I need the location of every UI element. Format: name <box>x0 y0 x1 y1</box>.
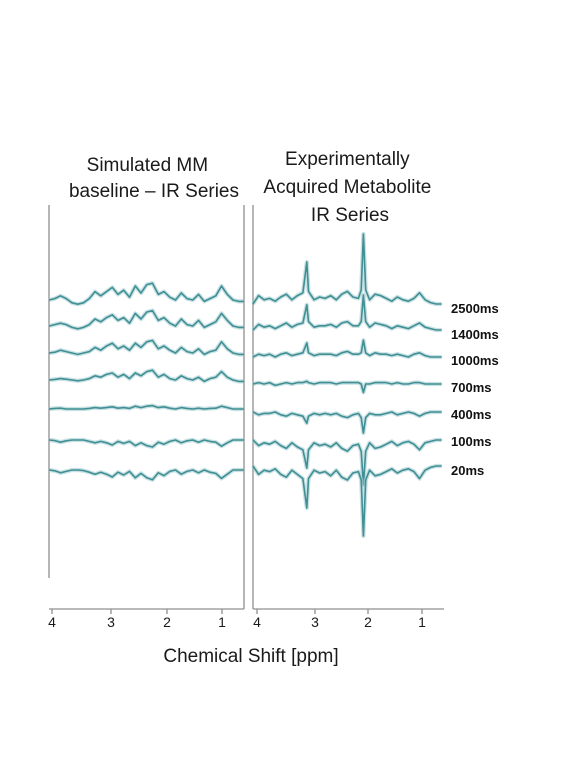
left-x-tick-label-4: 4 <box>48 614 56 630</box>
right-x-tick-label-3: 3 <box>311 614 319 630</box>
delay-label-2500ms: 2500ms <box>451 301 499 316</box>
right-trace-700ms <box>252 380 442 394</box>
left-trace-100ms <box>48 439 244 448</box>
left-trace-20ms <box>48 469 244 481</box>
inversion-delay-labels: 2500ms 1400ms 1000ms 700ms 400ms 100ms 20ms <box>451 301 499 478</box>
left-x-tick-label-3: 3 <box>107 614 115 630</box>
right-trace-2500ms <box>252 233 442 305</box>
delay-label-1000ms: 1000ms <box>451 353 499 368</box>
delay-label-20ms: 20ms <box>451 463 484 478</box>
right-panel-traces <box>251 231 442 539</box>
left-trace-2500ms <box>48 282 244 306</box>
left-x-tick-label-1: 1 <box>218 614 226 630</box>
left-x-tick-label-2: 2 <box>163 614 171 630</box>
left-panel-traces <box>48 281 244 482</box>
left-trace-1000ms <box>48 339 244 356</box>
right-trace-400ms <box>252 411 442 434</box>
right-trace-1000ms <box>252 339 442 358</box>
right-trace-100ms <box>252 439 442 486</box>
right-trace-halo-2500ms <box>251 231 442 307</box>
left-trace-400ms <box>48 404 244 410</box>
right-title-line-3: IR Series <box>311 205 389 226</box>
right-x-tick-label-2: 2 <box>364 614 372 630</box>
left-title-line-2: baseline – IR Series <box>69 181 239 202</box>
left-trace-700ms <box>48 369 244 383</box>
right-trace-1400ms <box>252 294 442 331</box>
right-x-tick-label-1: 1 <box>418 614 426 630</box>
right-title-line-2: Acquired Metabolite <box>263 177 431 198</box>
right-trace-20ms <box>252 465 442 537</box>
right-trace-halo-20ms <box>251 463 442 539</box>
left-panel-title: Simulated MM baseline – IR Series <box>69 155 239 202</box>
right-panel-frame <box>252 205 444 614</box>
right-panel-title: Experimentally Acquired Metabolite IR Se… <box>263 149 436 226</box>
right-title-line-1: Experimentally <box>285 149 410 170</box>
delay-label-400ms: 400ms <box>451 407 491 422</box>
left-title-line-1: Simulated MM <box>87 155 208 176</box>
right-x-tick-label-4: 4 <box>253 614 261 630</box>
delay-label-700ms: 700ms <box>451 380 491 395</box>
delay-label-100ms: 100ms <box>451 434 491 449</box>
left-trace-1400ms <box>48 309 244 330</box>
delay-label-1400ms: 1400ms <box>451 327 499 342</box>
x-axis-label: Chemical Shift [ppm] <box>163 646 338 667</box>
